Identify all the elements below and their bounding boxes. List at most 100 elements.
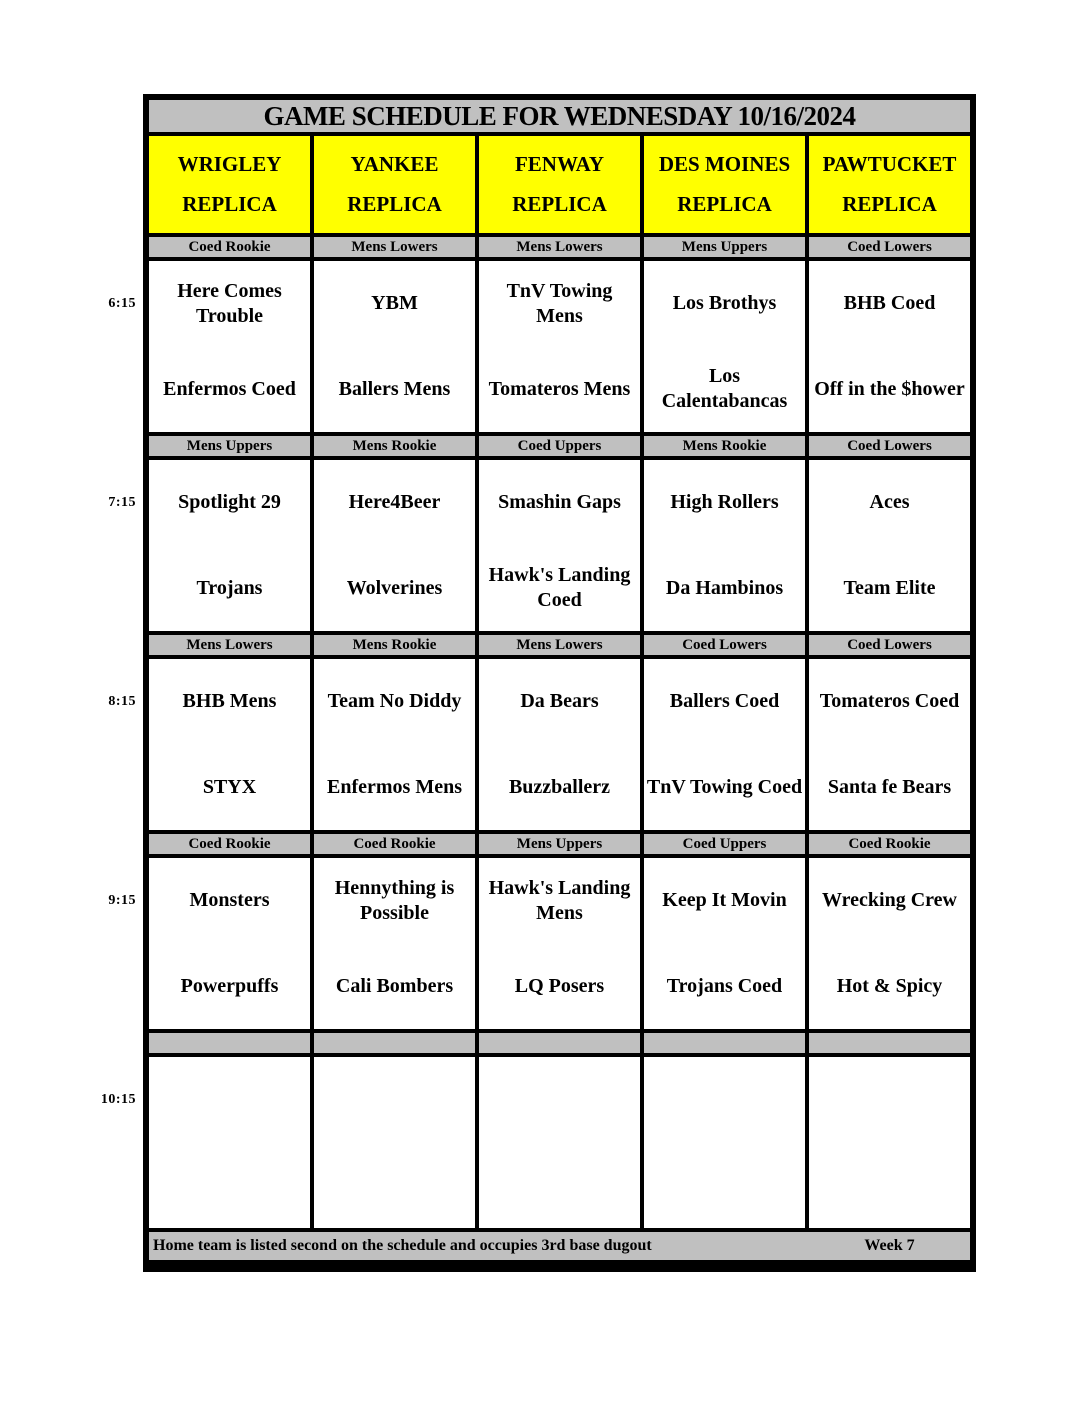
division-label (479, 1033, 640, 1053)
home-team (809, 1143, 970, 1229)
division-label: Coed Rookie (149, 834, 310, 854)
home-team: Off in the $hower (814, 377, 965, 400)
away-team: Tomateros Coed (819, 690, 960, 713)
game-cell (314, 1057, 475, 1228)
game-cell (479, 1057, 640, 1228)
home-team: LQ Posers (514, 974, 605, 997)
away-team: Monsters (189, 889, 270, 912)
home-team: Powerpuffs (180, 974, 279, 997)
field-name: YANKEE (350, 152, 439, 176)
division-label: Coed Lowers (644, 635, 805, 655)
home-team: Ballers Mens (338, 377, 451, 400)
field-header-fenway: FENWAY REPLICA (479, 136, 640, 233)
away-team: TnV Towing Mens (506, 279, 613, 327)
division-label: Mens Lowers (149, 635, 310, 655)
game-cell: Team No Diddy Enfermos Mens (314, 659, 475, 830)
time-label-715: 7:15 (108, 495, 136, 510)
division-label (314, 1033, 475, 1053)
home-team (314, 1143, 475, 1229)
field-replica-label: REPLICA (182, 192, 277, 216)
game-cell: High Rollers Da Hambinos (644, 460, 805, 631)
home-team: Enfermos Coed (163, 377, 296, 400)
game-cell: Los Brothys Los Calentabancas (644, 261, 805, 432)
field-header-row: WRIGLEY REPLICA YANKEE REPLICA FENWAY RE… (149, 136, 970, 233)
division-row-1015 (149, 1033, 970, 1053)
home-team: Trojans (196, 576, 263, 599)
game-row-915: Monsters Powerpuffs Hennything is Possib… (149, 858, 970, 1029)
away-team: BHB Coed (843, 292, 936, 315)
division-row-715: Mens Uppers Mens Rookie Coed Uppers Mens… (149, 436, 970, 456)
division-label: Mens Rookie (644, 436, 805, 456)
footer-cell: Home team is listed second on the schedu… (149, 1232, 970, 1260)
away-team: Keep It Movin (662, 889, 787, 912)
division-label: Coed Rookie (314, 834, 475, 854)
away-team: Team No Diddy (327, 690, 462, 713)
game-cell: Hennything is Possible Cali Bombers (314, 858, 475, 1029)
game-cell: Spotlight 29 Trojans (149, 460, 310, 631)
division-label: Mens Uppers (149, 436, 310, 456)
away-team (149, 1057, 310, 1143)
home-team: Hot & Spicy (836, 974, 943, 997)
home-team: Da Hambinos (665, 576, 784, 599)
division-label: Mens Uppers (644, 237, 805, 257)
division-label: Coed Uppers (479, 436, 640, 456)
division-label (809, 1033, 970, 1053)
home-team: Enfermos Mens (327, 775, 462, 798)
game-cell: Here4Beer Wolverines (314, 460, 475, 631)
game-cell: Smashin Gaps Hawk's Landing Coed (479, 460, 640, 631)
title-bar: GAME SCHEDULE FOR WEDNESDAY 10/16/2024 (149, 100, 970, 132)
division-label: Coed Uppers (644, 834, 805, 854)
schedule-title: GAME SCHEDULE FOR WEDNESDAY 10/16/2024 (149, 100, 970, 132)
field-replica-label: REPLICA (512, 192, 607, 216)
away-team: Here4Beer (348, 491, 441, 514)
division-label: Coed Lowers (809, 635, 970, 655)
game-cell: Da Bears Buzzballerz (479, 659, 640, 830)
away-team: Hawk's Landing Mens (488, 876, 631, 924)
division-label: Mens Rookie (314, 436, 475, 456)
game-row-715: Spotlight 29 Trojans Here4Beer Wolverine… (149, 460, 970, 631)
time-label-815: 8:15 (108, 694, 136, 709)
home-team: STYX (202, 775, 257, 798)
game-cell: Monsters Powerpuffs (149, 858, 310, 1029)
division-label: Mens Lowers (479, 237, 640, 257)
field-name: WRIGLEY (177, 152, 282, 176)
division-label: Coed Lowers (809, 436, 970, 456)
away-team: BHB Mens (182, 690, 277, 713)
away-team: Wrecking Crew (822, 889, 957, 912)
game-cell: YBM Ballers Mens (314, 261, 475, 432)
schedule-table: GAME SCHEDULE FOR WEDNESDAY 10/16/2024 W… (143, 94, 976, 1272)
time-label-915: 9:15 (108, 893, 136, 908)
away-team: High Rollers (670, 491, 779, 514)
game-cell: BHB Mens STYX (149, 659, 310, 830)
home-team (644, 1143, 805, 1229)
home-team (149, 1143, 310, 1229)
game-cell: Here Comes Trouble Enfermos Coed (149, 261, 310, 432)
time-label-1015: 10:15 (100, 1092, 136, 1107)
away-team: Smashin Gaps (498, 491, 621, 514)
game-row-1015 (149, 1057, 970, 1228)
away-team: Da Bears (520, 690, 599, 713)
field-replica-label: REPLICA (347, 192, 442, 216)
field-header-des-moines: DES MOINES REPLICA (644, 136, 805, 233)
away-team (314, 1057, 475, 1143)
game-cell: Hawk's Landing Mens LQ Posers (479, 858, 640, 1029)
home-team: Santa fe Bears (827, 775, 952, 798)
home-team (479, 1143, 640, 1229)
field-name: FENWAY (514, 152, 605, 176)
away-team: YBM (371, 292, 418, 315)
home-team: Buzzballerz (508, 775, 611, 798)
game-cell (644, 1057, 805, 1228)
field-replica-label: REPLICA (677, 192, 772, 216)
footer-note: Home team is listed second on the schedu… (153, 1237, 652, 1254)
division-label (149, 1033, 310, 1053)
division-label (644, 1033, 805, 1053)
game-cell: Wrecking Crew Hot & Spicy (809, 858, 970, 1029)
home-team: Los Calentabancas (661, 365, 788, 413)
division-label: Coed Lowers (809, 237, 970, 257)
field-header-yankee: YANKEE REPLICA (314, 136, 475, 233)
week-label: Week 7 (864, 1237, 915, 1254)
game-row-615: Here Comes Trouble Enfermos Coed YBM Bal… (149, 261, 970, 432)
division-label: Coed Rookie (149, 237, 310, 257)
away-team: Hennything is Possible (334, 876, 455, 924)
home-team: Wolverines (346, 576, 443, 599)
